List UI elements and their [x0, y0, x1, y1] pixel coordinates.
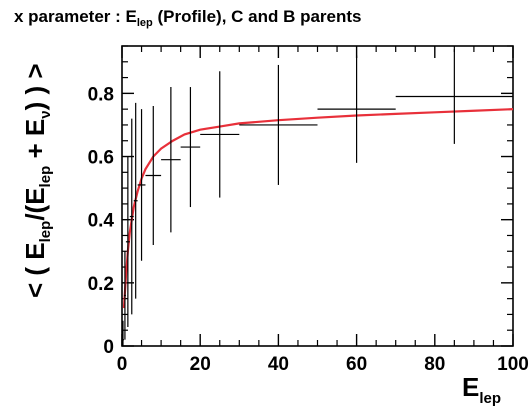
profile-point	[239, 64, 318, 185]
axis-tick-labels: 0 20 40 60 80 100 0 0.2 0.4 0.6 0.8	[88, 84, 529, 375]
profile-point	[395, 49, 513, 144]
profile-point	[145, 106, 162, 245]
x-tick-label: 20	[190, 354, 211, 375]
y-tick-label: 0.4	[88, 211, 115, 232]
x-tick-label: 100	[497, 354, 529, 375]
profile-point	[137, 109, 146, 261]
x-tick-label: 40	[268, 354, 289, 375]
profile-point	[133, 102, 138, 299]
profile-point	[122, 320, 124, 346]
y-tick-label: 0.8	[88, 84, 114, 105]
profile-point	[317, 55, 396, 163]
x-tick-label: 0	[117, 354, 128, 375]
y-tick-label: 0.6	[88, 148, 114, 169]
y-axis-label: < ( Elep/(Elep + Eν) ) >	[20, 63, 54, 298]
profile-point	[123, 251, 126, 340]
x-axis-label: Elep	[462, 372, 501, 407]
x-tick-label: 80	[424, 354, 445, 375]
y-tick-label: 0	[103, 337, 114, 358]
profile-point	[129, 118, 134, 315]
profile-point	[180, 87, 201, 208]
profile-point	[161, 87, 181, 233]
profile-point	[200, 71, 240, 198]
profile-point	[125, 156, 130, 328]
y-tick-label: 0.2	[88, 274, 114, 295]
profile-points-layer	[122, 49, 513, 346]
x-tick-label: 60	[346, 354, 367, 375]
chart-title: x parameter : Elep (Profile), C and B pa…	[14, 7, 362, 29]
